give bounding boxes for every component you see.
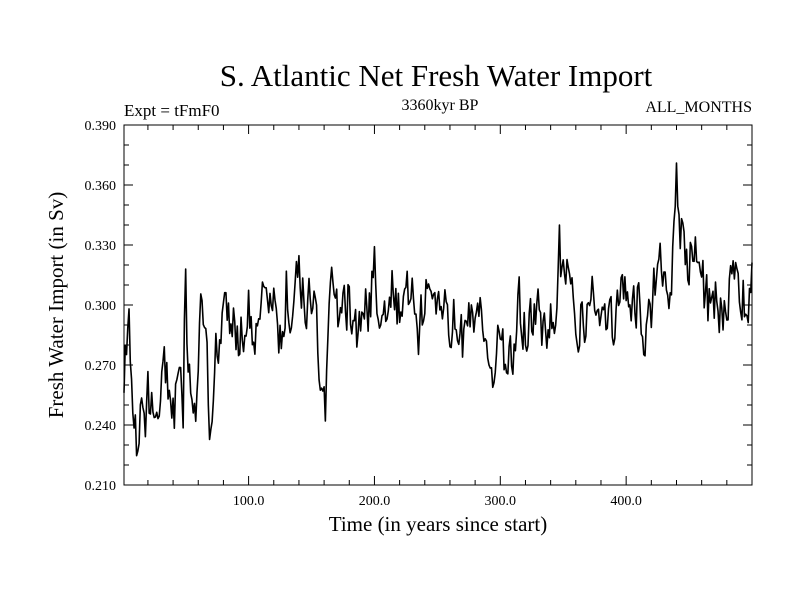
series-line <box>123 162 753 457</box>
x-tick-label: 100.0 <box>233 494 265 509</box>
y-tick-label: 0.330 <box>85 239 117 254</box>
y-axis: 0.210 0.240 0.270 0.300 0.330 0.360 0.390 <box>85 119 752 494</box>
y-tick-label: 0.270 <box>85 359 117 374</box>
y-tick-label: 0.300 <box>85 299 117 314</box>
y-tick-label: 0.210 <box>85 479 117 494</box>
plot-area <box>123 162 753 457</box>
y-tick-label: 0.360 <box>85 179 117 194</box>
plot-frame <box>123 124 753 486</box>
x-axis: 100.0 200.0 300.0 400.0 <box>147 125 728 509</box>
x-tick-label: 300.0 <box>485 494 517 509</box>
experiment-label: Expt = tFmF0 <box>124 101 220 120</box>
x-axis-label: Time (in years since start) <box>329 512 548 536</box>
y-tick-label: 0.390 <box>85 119 117 134</box>
chart-title: S. Atlantic Net Fresh Water Import <box>220 58 653 93</box>
chart-subtitle: 3360kyr BP <box>402 97 479 114</box>
x-tick-label: 400.0 <box>610 494 642 509</box>
x-tick-label: 200.0 <box>359 494 391 509</box>
months-label: ALL_MONTHS <box>645 99 752 116</box>
y-axis-label: Fresh Water Import (in Sv) <box>44 192 68 419</box>
y-tick-label: 0.240 <box>85 419 117 434</box>
